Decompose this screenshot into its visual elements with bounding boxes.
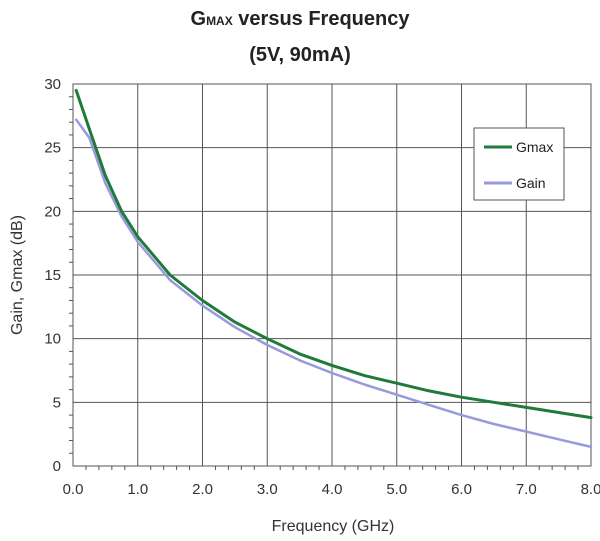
x-tick-label: 2.0	[192, 481, 213, 498]
y-tick-label: 5	[53, 394, 61, 411]
chart-subtitle: (5V, 90mA)	[249, 44, 351, 66]
chart-title: GMAX versus Frequency	[0, 8, 600, 31]
legend-box	[473, 127, 565, 201]
chart-title-rest: versus Frequency	[232, 8, 410, 30]
legend-label-gain: Gain	[516, 175, 546, 191]
series-line-gain	[74, 118, 593, 449]
chart-ticks: 0.0 1.0 2.0 3.0 4.0 5.0 6.0 7.0 8.0 0 5 10 15 20 25 30	[44, 76, 600, 498]
y-tick-label: 25	[44, 140, 61, 157]
x-tick-label: 7.0	[516, 481, 537, 498]
y-axis-label: Gain, Gmax (dB)	[9, 215, 26, 335]
x-tick-label: 0.0	[63, 481, 84, 498]
y-tick-label: 10	[44, 331, 61, 348]
y-tick-label: 20	[44, 203, 61, 220]
x-tick-label: 3.0	[257, 481, 278, 498]
y-tick-label: 0	[53, 458, 61, 475]
x-tick-label: 8.0	[581, 481, 600, 498]
x-tick-label: 1.0	[127, 481, 148, 498]
chart-legend: Gmax Gain	[473, 127, 565, 201]
chart-title-main: G	[190, 8, 207, 30]
x-axis-label: Frequency (GHz)	[272, 518, 395, 535]
chart-title-subscript: MAX	[206, 14, 233, 28]
x-tick-label: 5.0	[386, 481, 407, 498]
y-tick-label: 30	[44, 76, 61, 93]
legend-label-gmax: Gmax	[516, 139, 553, 155]
series-line-gmax	[74, 88, 593, 420]
chart-series-group	[74, 88, 593, 449]
y-tick-label: 15	[44, 267, 61, 284]
x-tick-label: 4.0	[322, 481, 343, 498]
x-tick-label: 6.0	[451, 481, 472, 498]
